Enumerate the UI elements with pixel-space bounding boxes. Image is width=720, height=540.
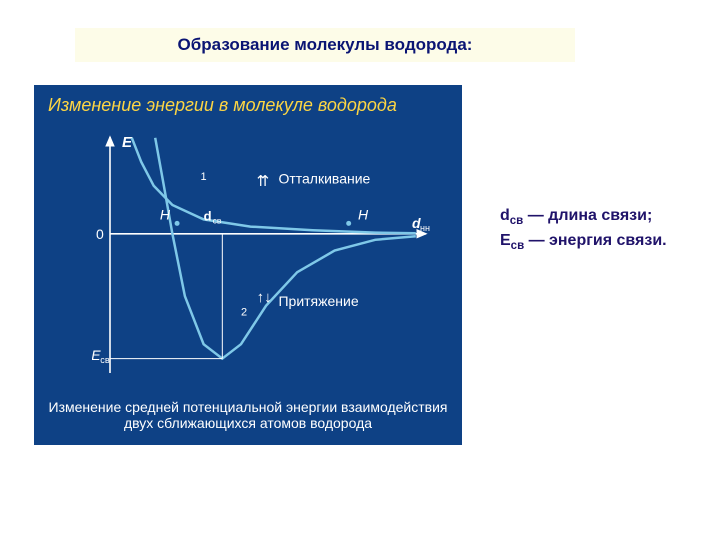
svg-text:Отталкивание: Отталкивание bbox=[278, 170, 370, 186]
svg-text:0: 0 bbox=[96, 226, 104, 242]
svg-text:нн: нн bbox=[420, 223, 430, 233]
chart-caption: Изменение средней потенциальной энергии … bbox=[44, 399, 452, 431]
svg-text:св: св bbox=[100, 355, 110, 365]
svg-text:↑↓: ↑↓ bbox=[257, 289, 272, 306]
svg-text:св: св bbox=[213, 216, 222, 226]
svg-text:⇈: ⇈ bbox=[257, 173, 270, 190]
svg-text:1: 1 bbox=[200, 171, 206, 183]
d-sv-subscript: св bbox=[510, 215, 523, 227]
plot-area: E0dннОтталкиваниеПритяжениеHHdсвEсв12⇈↑↓ bbox=[92, 133, 432, 373]
svg-text:H: H bbox=[358, 206, 369, 222]
e-sv-rest: — энергия связи. bbox=[524, 232, 666, 249]
energy-chart-panel: Изменение энергии в молекуле водорода E 0… bbox=[34, 85, 462, 445]
slide-title-text: Образование молекулы водорода: bbox=[178, 35, 473, 55]
e-sv-symbol: E bbox=[500, 232, 511, 249]
d-sv-definition: dсв — длина связи; bbox=[500, 205, 700, 230]
chart-title: Изменение энергии в молекуле водорода bbox=[48, 95, 397, 116]
svg-text:E: E bbox=[122, 134, 133, 151]
legend-definitions: dсв — длина связи; Eсв — энергия связи. bbox=[500, 205, 700, 254]
d-sv-symbol: d bbox=[500, 207, 510, 224]
e-sv-subscript: св bbox=[511, 240, 524, 252]
energy-curves-svg: E0dннОтталкиваниеПритяжениеHHdсвEсв12⇈↑↓ bbox=[92, 133, 432, 373]
d-sv-rest: — длина связи; bbox=[523, 207, 652, 224]
svg-text:H: H bbox=[160, 206, 171, 222]
svg-text:2: 2 bbox=[241, 306, 247, 318]
e-sv-definition: Eсв — энергия связи. bbox=[500, 230, 700, 255]
svg-text:Притяжение: Притяжение bbox=[278, 293, 358, 309]
svg-text:d: d bbox=[204, 209, 212, 224]
slide-title: Образование молекулы водорода: bbox=[75, 28, 575, 62]
